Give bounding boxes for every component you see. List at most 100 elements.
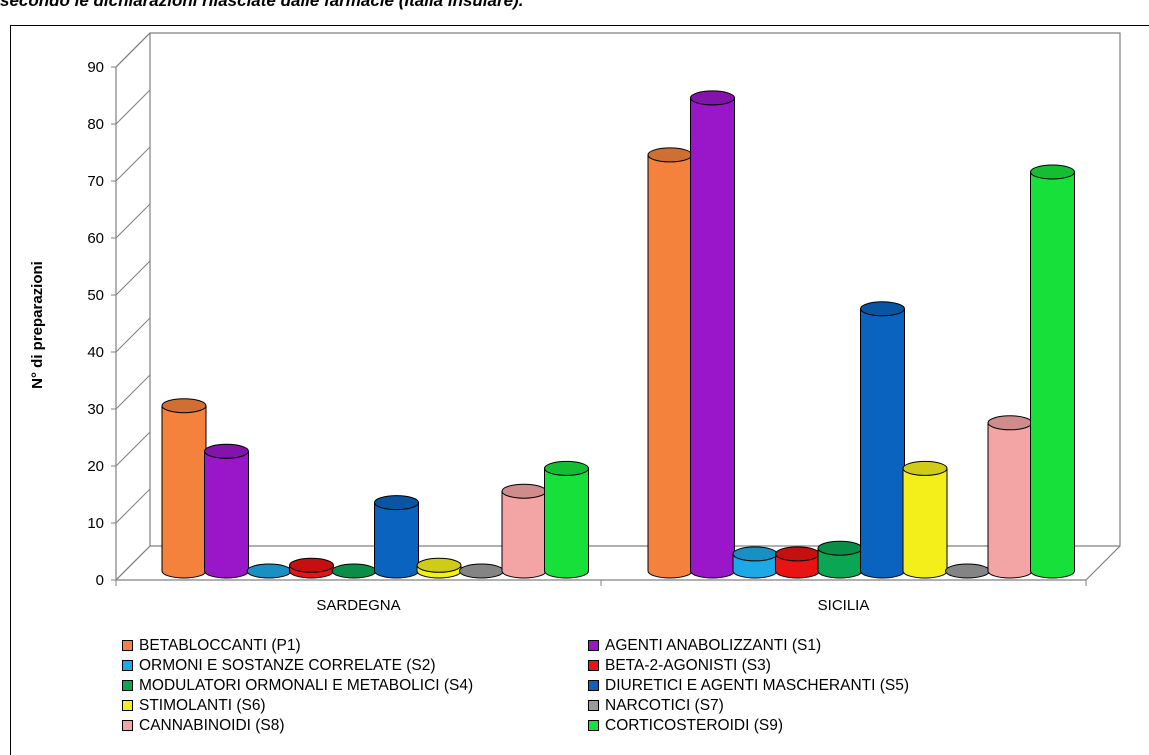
y-tick-label: 40: [87, 344, 104, 361]
chart-legend: BETABLOCCANTI (P1) AGENTI ANABOLIZZANTI (…: [122, 637, 1122, 753]
y-tick-label: 0: [96, 572, 104, 589]
bar-top: [775, 546, 820, 562]
bar-series: [161, 90, 1075, 579]
y-tick-label: 20: [87, 458, 104, 475]
bar-3-sardegna: [246, 563, 292, 579]
bar-body: [204, 450, 249, 579]
x-tick-label: SICILIA: [818, 597, 870, 614]
y-tick-diagonal: [115, 488, 151, 524]
y-tick-diagonal: [115, 374, 151, 410]
legend-label: MODULATORI ORMONALI E METABOLICI (S4): [139, 677, 474, 694]
bar-9-sardegna: [501, 483, 547, 579]
bar-top: [945, 563, 990, 579]
bar-5-sicilia: [817, 540, 863, 579]
legend-item: DIURETICI E AGENTI MASCHERANTI (S5): [588, 677, 909, 695]
legend-label: BETA-2-AGONISTI (S3): [605, 657, 771, 674]
y-axis: 0 10 20 30 40 50 60 70 80 90: [87, 32, 151, 589]
bar-8-sicilia: [945, 563, 990, 579]
x-axis: SARDEGNA SICILIA: [115, 580, 1087, 614]
bar-top: [1030, 164, 1075, 180]
legend-item: ORMONI E SOSTANZE CORRELATE (S2): [122, 657, 436, 675]
y-tick-label: 80: [87, 116, 104, 133]
y-tick-diagonal: [115, 89, 151, 125]
legend-swatch: [588, 720, 599, 731]
bar-top: [544, 460, 589, 476]
y-tick-diagonal: [115, 203, 151, 239]
chart-frame: [10, 25, 1149, 755]
legend-label: ORMONI E SOSTANZE CORRELATE (S2): [139, 657, 436, 674]
bar-4-sicilia: [775, 546, 820, 579]
legend-swatch: [122, 720, 133, 731]
bar-body: [690, 97, 735, 579]
bar-8-sardegna: [459, 563, 504, 579]
y-tick-label: 90: [87, 59, 104, 76]
bar-7-sardegna: [416, 557, 462, 579]
y-tick-label: 70: [87, 173, 104, 190]
bar-top: [987, 415, 1033, 431]
bar-body: [860, 308, 905, 579]
legend-item: BETABLOCCANTI (P1): [122, 637, 301, 655]
bar-body: [161, 405, 207, 579]
bar-top: [416, 557, 462, 573]
y-tick-diagonal: [115, 260, 151, 296]
legend-swatch: [122, 660, 133, 671]
legend-item: BETA-2-AGONISTI (S3): [588, 657, 771, 675]
legend-label: BETABLOCCANTI (P1): [139, 637, 301, 654]
legend-item: CORTICOSTEROIDI (S9): [588, 717, 783, 735]
bar-top: [817, 540, 863, 556]
bar-body: [647, 154, 693, 579]
bar-top: [690, 90, 735, 106]
bar-body: [544, 467, 589, 579]
bar-10-sicilia: [1030, 164, 1075, 579]
bar-6-sicilia: [860, 301, 905, 579]
legend-swatch: [588, 660, 599, 671]
bar-body: [902, 467, 948, 579]
legend-label: AGENTI ANABOLIZZANTI (S1): [605, 637, 822, 654]
bar-body: [374, 502, 419, 579]
legend-swatch: [588, 700, 599, 711]
legend-item: STIMOLANTI (S6): [122, 697, 266, 715]
y-tick-diagonal: [115, 317, 151, 353]
plot-back-wall: [115, 32, 1121, 581]
legend-swatch: [588, 640, 599, 651]
bar-top: [459, 563, 504, 579]
legend-swatch: [122, 640, 133, 651]
bar-top: [501, 483, 547, 499]
legend-item: AGENTI ANABOLIZZANTI (S1): [588, 637, 821, 655]
legend-label: NARCOTICI (S7): [605, 697, 724, 714]
bar-top: [246, 563, 292, 579]
legend-swatch: [122, 680, 133, 691]
chart-header-text: secondo le dichiarazioni rilasciate dall…: [0, 0, 524, 10]
legend-label: CANNABINOIDI (S8): [139, 717, 285, 734]
bar-top: [647, 147, 693, 163]
bar-2-sicilia: [690, 90, 735, 579]
bar-1-sicilia: [647, 147, 693, 579]
bar-10-sardegna: [544, 460, 589, 579]
bar-body: [987, 422, 1033, 579]
y-tick-label: 30: [87, 401, 104, 418]
bar-top: [860, 301, 905, 317]
bar-3-sicilia: [732, 546, 778, 579]
legend-label: CORTICOSTEROIDI (S9): [605, 717, 783, 734]
y-tick-label: 50: [87, 287, 104, 304]
bar-2-sardegna: [204, 443, 249, 579]
legend-swatch: [588, 680, 599, 691]
legend-swatch: [122, 700, 133, 711]
y-tick-label: 10: [87, 515, 104, 532]
y-axis-label: N° di preparazioni: [29, 261, 46, 389]
bar-top: [289, 557, 334, 573]
bar-top: [732, 546, 778, 562]
bar-body: [1030, 171, 1075, 579]
y-tick-diagonal: [115, 431, 151, 467]
legend-item: CANNABINOIDI (S8): [122, 717, 285, 735]
y-tick-label: 60: [87, 230, 104, 247]
plot-walls: [115, 32, 1121, 581]
bar-top: [374, 495, 419, 511]
y-tick-diagonal: [115, 146, 151, 182]
bar-top: [204, 443, 249, 459]
bar-top: [161, 398, 207, 414]
bar-top: [331, 563, 377, 579]
y-tick-diagonal: [115, 545, 151, 581]
bar-5-sardegna: [331, 563, 377, 579]
bar-1-sardegna: [161, 398, 207, 579]
